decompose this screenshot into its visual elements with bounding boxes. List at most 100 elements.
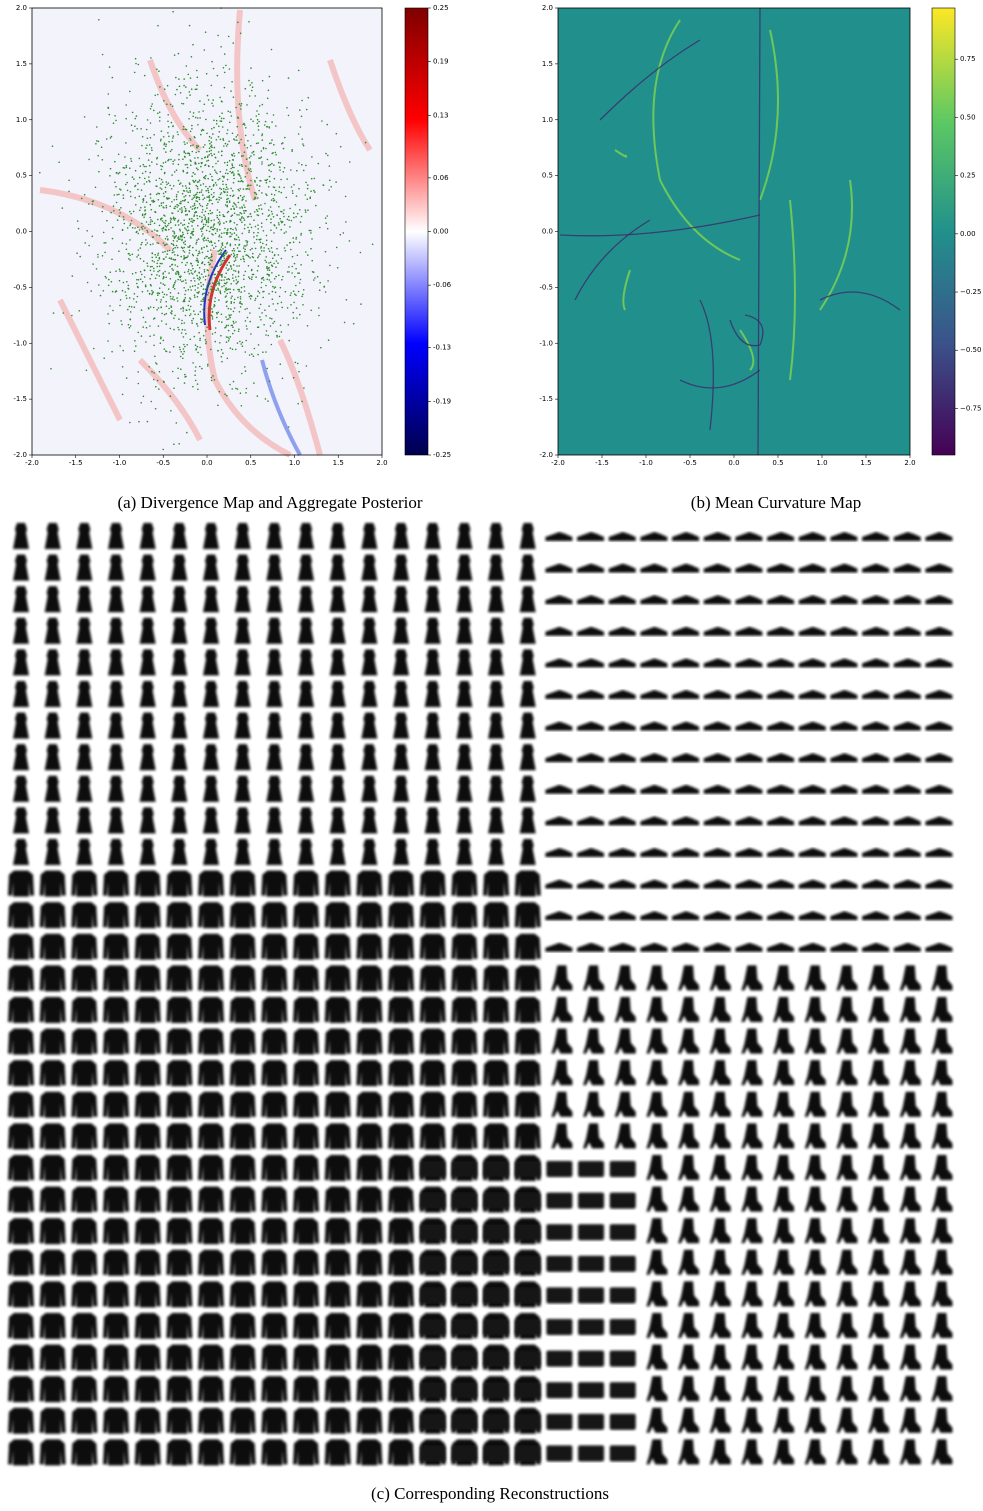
posterior-sample [76,252,78,254]
posterior-sample [201,219,204,221]
posterior-sample [197,168,199,171]
posterior-sample [235,387,237,390]
posterior-sample [218,236,220,238]
posterior-sample [228,338,230,340]
posterior-sample [214,327,217,329]
posterior-sample [292,212,295,214]
posterior-sample [305,164,307,167]
posterior-sample [200,354,202,356]
posterior-sample [173,219,176,221]
posterior-sample [207,99,210,101]
posterior-sample [229,221,231,223]
posterior-sample [174,254,176,256]
posterior-sample [176,131,179,133]
posterior-sample [220,348,223,351]
posterior-sample [118,171,121,174]
colorbar-tick-label: 0.00 [433,228,449,236]
posterior-sample [213,183,215,186]
posterior-sample [250,333,252,335]
posterior-sample [182,336,185,338]
posterior-sample [310,177,313,180]
posterior-sample [223,251,226,254]
posterior-sample [204,218,206,220]
posterior-sample [250,67,252,69]
posterior-sample [263,324,265,326]
posterior-sample [235,283,237,285]
posterior-sample [200,321,202,324]
posterior-sample [237,296,239,299]
posterior-sample [317,162,320,165]
posterior-sample [185,86,187,88]
posterior-sample [163,100,165,102]
posterior-sample [164,186,167,189]
posterior-sample [327,280,329,282]
posterior-sample [109,167,112,170]
posterior-sample [129,90,131,93]
posterior-sample [197,238,200,240]
posterior-sample [177,224,180,226]
posterior-sample [79,255,81,258]
posterior-sample [277,262,279,265]
posterior-sample [221,360,223,363]
posterior-sample [118,209,121,211]
posterior-sample [202,288,205,290]
posterior-sample [190,160,192,163]
posterior-sample [238,244,240,246]
posterior-sample [110,211,112,214]
posterior-sample [201,216,203,219]
posterior-sample [218,220,221,222]
posterior-sample [200,221,203,223]
posterior-sample [149,216,151,219]
posterior-sample [215,171,217,173]
posterior-sample [207,307,210,310]
posterior-sample [207,177,209,180]
posterior-sample [197,145,200,147]
posterior-sample [246,316,249,319]
posterior-sample [159,187,161,189]
posterior-sample [200,161,203,164]
posterior-sample [207,261,210,264]
posterior-sample [327,154,329,157]
posterior-sample [239,301,242,303]
posterior-sample [163,172,166,175]
posterior-sample [207,187,209,190]
posterior-sample [270,142,272,144]
curvature-ridge [729,314,764,347]
posterior-sample [233,202,235,204]
posterior-sample [237,170,239,172]
posterior-sample [198,162,200,165]
posterior-sample [214,232,217,235]
posterior-sample [233,212,236,215]
posterior-sample [309,196,312,198]
posterior-sample [107,313,109,315]
posterior-sample [248,157,251,159]
posterior-sample [217,136,220,138]
x-tick-label: 1.5 [333,459,344,467]
divergence-ridge [327,59,373,152]
posterior-sample [211,128,213,130]
posterior-sample [144,321,147,323]
posterior-sample [251,152,253,154]
posterior-sample [129,254,131,257]
posterior-sample [182,306,184,309]
posterior-sample [226,161,229,164]
posterior-sample [104,251,106,254]
posterior-sample [290,292,292,294]
posterior-sample [179,230,181,232]
posterior-sample [204,31,207,33]
posterior-sample [188,210,191,213]
posterior-sample [231,171,234,174]
posterior-sample [216,209,219,211]
posterior-sample [232,380,235,383]
posterior-sample [213,192,215,194]
posterior-sample [217,179,219,181]
posterior-sample [243,122,245,125]
posterior-sample [164,284,166,287]
posterior-sample [176,206,178,208]
posterior-sample [200,165,202,168]
posterior-sample [238,290,240,293]
posterior-sample [149,122,152,124]
posterior-sample [247,265,250,267]
posterior-sample [210,188,213,191]
posterior-sample [164,229,166,231]
